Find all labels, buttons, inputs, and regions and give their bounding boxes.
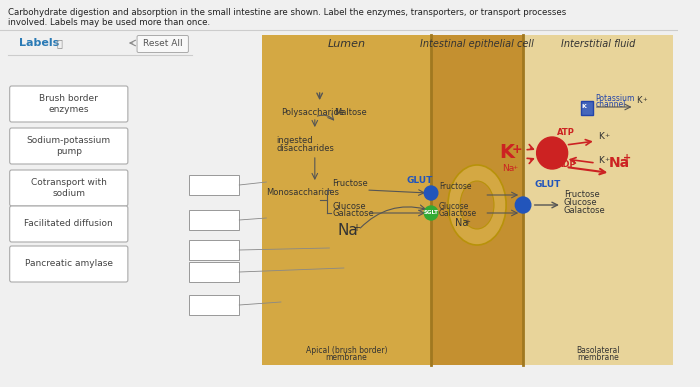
FancyBboxPatch shape <box>189 240 239 260</box>
Text: Fructose: Fructose <box>439 182 471 191</box>
Text: membrane: membrane <box>578 353 619 362</box>
FancyBboxPatch shape <box>581 101 593 115</box>
Circle shape <box>537 137 568 169</box>
Text: +: + <box>512 143 522 156</box>
Text: Na: Na <box>337 223 358 238</box>
FancyBboxPatch shape <box>10 128 128 164</box>
Text: involved. Labels may be used more than once.: involved. Labels may be used more than o… <box>8 18 210 27</box>
FancyBboxPatch shape <box>189 262 239 282</box>
Bar <box>431 35 523 365</box>
Text: Polysaccharide: Polysaccharide <box>281 108 344 117</box>
Text: ATP: ATP <box>557 128 575 137</box>
Text: Glucose: Glucose <box>439 202 469 211</box>
Text: Na: Na <box>455 218 468 228</box>
Text: +: + <box>464 219 470 225</box>
Text: Na: Na <box>608 156 629 170</box>
Text: Na: Na <box>502 164 514 173</box>
Text: Carbohydrate digestion and absorption in the small intestine are shown. Label th: Carbohydrate digestion and absorption in… <box>8 8 566 17</box>
FancyBboxPatch shape <box>137 36 188 53</box>
Text: Lumen: Lumen <box>328 39 365 49</box>
Text: +: + <box>604 157 610 162</box>
Text: Fructose: Fructose <box>332 179 368 188</box>
Bar <box>523 35 673 365</box>
Text: K: K <box>598 132 603 141</box>
Ellipse shape <box>448 165 506 245</box>
Text: GLUT: GLUT <box>406 176 433 185</box>
Text: ingested: ingested <box>276 136 313 145</box>
Text: ADP: ADP <box>557 160 577 169</box>
FancyBboxPatch shape <box>189 175 239 195</box>
Text: Brush border
enzymes: Brush border enzymes <box>39 94 98 114</box>
Text: Basolateral: Basolateral <box>576 346 620 355</box>
Text: +: + <box>351 223 360 233</box>
Text: Glucose: Glucose <box>332 202 366 211</box>
Text: K: K <box>582 104 587 110</box>
Text: +: + <box>642 97 647 102</box>
Text: K: K <box>636 96 642 105</box>
Text: +: + <box>512 165 518 170</box>
Circle shape <box>424 206 438 220</box>
Text: Glucose: Glucose <box>564 198 597 207</box>
FancyBboxPatch shape <box>10 170 128 206</box>
Text: +: + <box>623 153 631 163</box>
Text: Cotransport with
sodium: Cotransport with sodium <box>31 178 106 198</box>
Text: Intestinal epithelial cell: Intestinal epithelial cell <box>420 39 534 49</box>
Text: K: K <box>598 156 603 165</box>
FancyBboxPatch shape <box>189 210 239 230</box>
Text: K: K <box>499 143 514 162</box>
Ellipse shape <box>460 181 494 229</box>
Text: Galactose: Galactose <box>439 209 477 218</box>
Text: Sodium-potassium
pump: Sodium-potassium pump <box>27 136 111 156</box>
Text: Galactose: Galactose <box>564 206 606 215</box>
Text: Reset All: Reset All <box>143 39 183 48</box>
FancyBboxPatch shape <box>10 246 128 282</box>
Text: Apical (brush border): Apical (brush border) <box>305 346 387 355</box>
FancyBboxPatch shape <box>189 295 239 315</box>
Text: membrane: membrane <box>326 353 368 362</box>
Text: GLUT: GLUT <box>535 180 561 189</box>
Text: Potassium: Potassium <box>596 94 635 103</box>
Text: +: + <box>604 133 610 138</box>
Text: Facilitated diffusion: Facilitated diffusion <box>25 219 113 228</box>
Circle shape <box>515 197 531 213</box>
Text: disaccharides: disaccharides <box>276 144 334 153</box>
Text: Labels: Labels <box>20 38 60 48</box>
Text: SGLT: SGLT <box>424 211 438 216</box>
Text: channel: channel <box>596 100 626 109</box>
Text: ⓘ: ⓘ <box>56 38 62 48</box>
Circle shape <box>424 186 438 200</box>
FancyBboxPatch shape <box>10 206 128 242</box>
Text: Interstitial fluid: Interstitial fluid <box>561 39 636 49</box>
Bar <box>262 35 431 365</box>
Text: Monosaccharides: Monosaccharides <box>267 188 340 197</box>
Text: Galactose: Galactose <box>332 209 374 218</box>
Text: Maltose: Maltose <box>334 108 367 117</box>
Text: Pancreatic amylase: Pancreatic amylase <box>25 260 113 269</box>
FancyBboxPatch shape <box>10 86 128 122</box>
Text: Fructose: Fructose <box>564 190 599 199</box>
